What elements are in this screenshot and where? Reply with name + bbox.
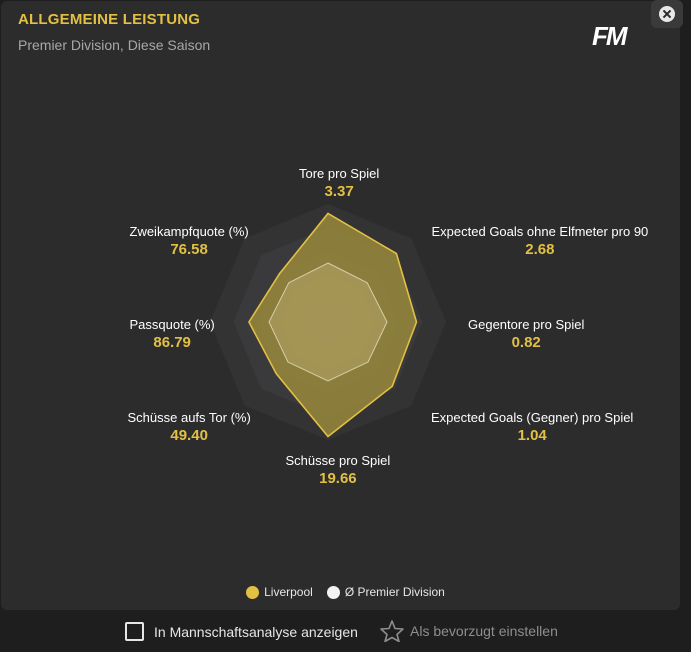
axis-value: 49.40 [170,427,208,444]
legend-label-league: Ø Premier Division [344,585,445,599]
axis-label: Schüsse pro Spiel 19.66 [286,453,391,487]
axis-value: 0.82 [511,334,541,351]
checkbox-label: In Mannschaftsanalyse anzeigen [154,623,358,640]
legend-item-league: Ø Premier Division [326,585,445,599]
fm-logo: FM [592,21,628,51]
star-icon [380,620,404,642]
axis-name: Zweikampfquote (%) [129,224,249,239]
axis-value: 19.66 [319,470,357,487]
axis-name: Schüsse pro Spiel [285,453,391,468]
team-analysis-checkbox[interactable]: In Mannschaftsanalyse anzeigen [125,622,358,641]
axis-value: 1.04 [517,427,547,444]
close-button[interactable] [651,0,683,28]
axis-label: Expected Goals (Gegner) pro Spiel 1.04 [431,410,633,444]
axis-label: Expected Goals ohne Elfmeter pro 90 2.68 [432,224,649,258]
axis-value: 3.37 [324,183,354,200]
axis-name: Schüsse aufs Tor (%) [127,410,251,425]
legend-swatch-league [326,585,340,599]
legend: Liverpool Ø Premier Division [0,585,691,599]
axis-name: Gegentore pro Spiel [468,317,585,332]
axis-value: 86.79 [153,334,191,351]
axis-label: Schüsse aufs Tor (%) 49.40 [128,410,251,444]
axis-value: 76.58 [170,241,208,258]
axis-name: Passquote (%) [129,317,215,332]
axis-label: Passquote (%) 86.79 [130,317,215,351]
legend-item-liverpool: Liverpool [246,585,313,599]
favorite-label: Als bevorzugt einstellen [410,623,558,639]
legend-label-liverpool: Liverpool [264,585,313,599]
series-league-average [268,262,388,382]
axis-name: Expected Goals ohne Elfmeter pro 90 [431,224,649,239]
panel-subtitle: Premier Division, Diese Saison [18,37,211,53]
legend-swatch-liverpool [246,585,260,599]
axis-label: Gegentore pro Spiel 0.82 [468,317,584,351]
axis-label: Zweikampfquote (%) 76.58 [130,224,249,258]
axis-label: Tore pro Spiel 3.37 [299,166,379,200]
axis-value: 2.68 [525,241,555,258]
set-favorite-button[interactable]: Als bevorzugt einstellen [380,620,558,642]
axis-name: Expected Goals (Gegner) pro Spiel [431,410,634,425]
close-icon [659,6,675,22]
axis-name: Tore pro Spiel [299,166,380,181]
footer-bar: In Mannschaftsanalyse anzeigen Als bevor… [0,620,691,644]
checkbox-box[interactable] [125,622,144,641]
panel-title: ALLGEMEINE LEISTUNG [18,11,201,28]
